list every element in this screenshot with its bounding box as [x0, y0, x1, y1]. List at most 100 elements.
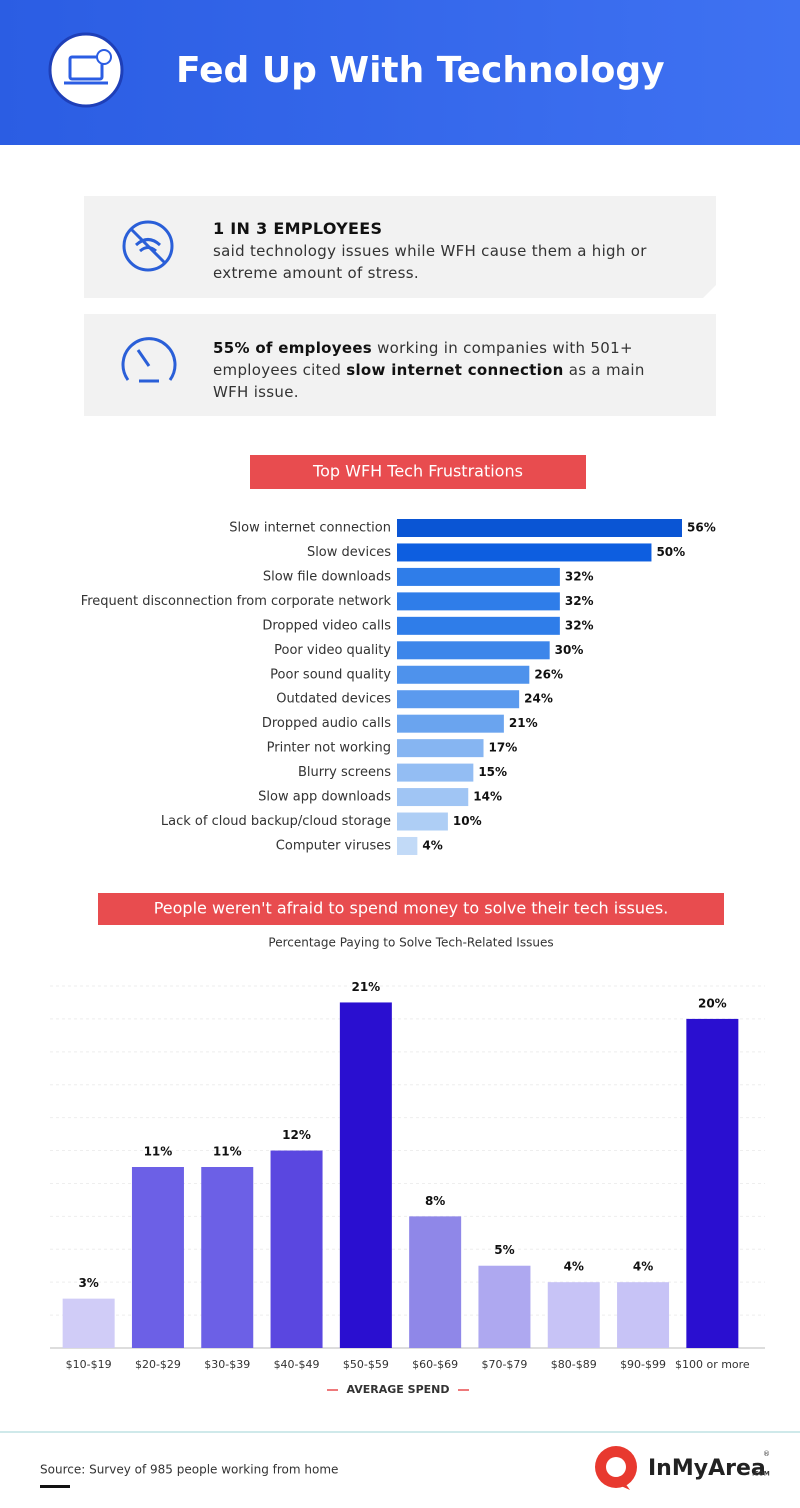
bar	[397, 739, 484, 758]
stat-icon	[122, 220, 174, 272]
value-label: 11%	[213, 1145, 242, 1159]
value-label: 4%	[633, 1260, 653, 1274]
stat-segment: working in companies with 501+ employees…	[213, 339, 633, 379]
value-label: 10%	[453, 814, 482, 828]
y-tick-label: Dropped audio calls	[262, 716, 391, 731]
bar	[397, 519, 682, 537]
stat-text: 55% of employees working in companies wi…	[213, 337, 683, 403]
y-tick-label: Blurry screens	[298, 765, 391, 780]
y-tick-label: Slow internet connection	[229, 521, 391, 536]
x-tick-label: $60-$69	[412, 1358, 458, 1371]
bar	[397, 665, 530, 684]
x-axis-label: AVERAGE SPEND	[347, 1383, 450, 1396]
value-label: 5%	[494, 1243, 514, 1257]
stat-segment: 55% of employees	[213, 339, 373, 357]
bar	[686, 1018, 739, 1348]
value-label: 4%	[564, 1260, 584, 1274]
x-tick-label: $80-$89	[551, 1358, 597, 1371]
stat-icon	[121, 337, 177, 383]
stat-segment: as a main WFH issue.	[213, 361, 645, 401]
bar	[617, 1282, 670, 1348]
chart-title: Top WFH Tech Frustrations	[312, 462, 523, 481]
value-label: 24%	[524, 692, 553, 706]
y-tick-label: Poor video quality	[274, 643, 391, 658]
value-label: 32%	[565, 594, 594, 608]
value-label: 4%	[422, 838, 442, 852]
chart-title: People weren't afraid to spend money to …	[154, 899, 669, 918]
value-label: 30%	[555, 643, 584, 657]
y-tick-label: Slow file downloads	[263, 569, 391, 584]
y-tick-label: Poor sound quality	[270, 667, 391, 682]
value-label: 50%	[656, 545, 685, 559]
value-label: 32%	[565, 569, 594, 583]
bar	[547, 1282, 600, 1348]
stat-body: said technology issues while WFH cause t…	[213, 242, 647, 282]
bar	[397, 812, 448, 831]
y-tick-label: Dropped video calls	[262, 618, 391, 633]
x-tick-label: $30-$39	[204, 1358, 250, 1371]
bar	[270, 1150, 323, 1348]
bar	[397, 616, 560, 635]
bar	[201, 1167, 254, 1348]
stat-box	[84, 314, 716, 416]
value-label: 3%	[78, 1276, 98, 1290]
x-tick-label: $100 or more	[675, 1358, 750, 1371]
bar	[397, 714, 504, 733]
x-tick-label: $20-$29	[135, 1358, 181, 1371]
bar	[397, 788, 469, 807]
y-tick-label: Printer not working	[267, 741, 391, 756]
value-label: 12%	[282, 1128, 311, 1142]
logo-suffix: .COM	[752, 1471, 770, 1478]
value-label: 15%	[478, 765, 507, 779]
chart-subtitle: Percentage Paying to Solve Tech-Related …	[268, 936, 553, 950]
value-label: 21%	[351, 980, 380, 994]
logo-icon	[595, 1446, 637, 1490]
x-tick-label: $40-$49	[274, 1358, 320, 1371]
page-title: Fed Up With Technology	[176, 50, 665, 91]
bar	[131, 1167, 184, 1348]
y-tick-label: Frequent disconnection from corporate ne…	[81, 594, 392, 609]
value-label: 56%	[687, 521, 716, 535]
stat-text: 1 IN 3 EMPLOYEES said technology issues …	[213, 218, 683, 284]
stat-box	[84, 196, 716, 298]
stat-segment: slow internet connection	[346, 361, 564, 379]
x-tick-label: $50-$59	[343, 1358, 389, 1371]
value-label: 32%	[565, 618, 594, 632]
bar	[62, 1298, 115, 1348]
value-label: 21%	[509, 716, 538, 730]
bar	[397, 592, 560, 611]
header-band	[0, 0, 800, 145]
bar	[397, 543, 652, 562]
y-tick-label: Outdated devices	[276, 692, 391, 707]
bar	[409, 1216, 462, 1348]
chart-title-box	[98, 893, 724, 925]
bar	[397, 641, 550, 660]
stat-heading: 1 IN 3 EMPLOYEES	[213, 219, 383, 238]
chart-title-box	[250, 455, 586, 489]
bar	[397, 836, 418, 855]
decor-bar	[40, 1485, 70, 1488]
value-label: 20%	[698, 996, 727, 1010]
logo-text: InMyArea	[648, 1456, 766, 1481]
value-label: 11%	[144, 1145, 173, 1159]
x-tick-label: $70-$79	[481, 1358, 527, 1371]
bar	[478, 1265, 531, 1348]
value-label: 8%	[425, 1194, 445, 1208]
y-tick-label: Computer viruses	[276, 838, 391, 853]
x-tick-label: $10-$19	[66, 1358, 112, 1371]
header-icon	[48, 32, 124, 108]
y-tick-label: Slow devices	[307, 545, 391, 560]
y-tick-label: Lack of cloud backup/cloud storage	[161, 814, 391, 829]
bar	[397, 763, 474, 782]
logo-mark: ®	[763, 1450, 770, 1458]
value-label: 26%	[534, 667, 563, 681]
bar	[397, 690, 520, 709]
x-tick-label: $90-$99	[620, 1358, 666, 1371]
bar	[397, 567, 560, 586]
value-label: 17%	[489, 741, 518, 755]
source: Source: Survey of 985 people working fro…	[40, 1463, 338, 1477]
value-label: 14%	[473, 790, 502, 804]
bar	[339, 1002, 392, 1348]
